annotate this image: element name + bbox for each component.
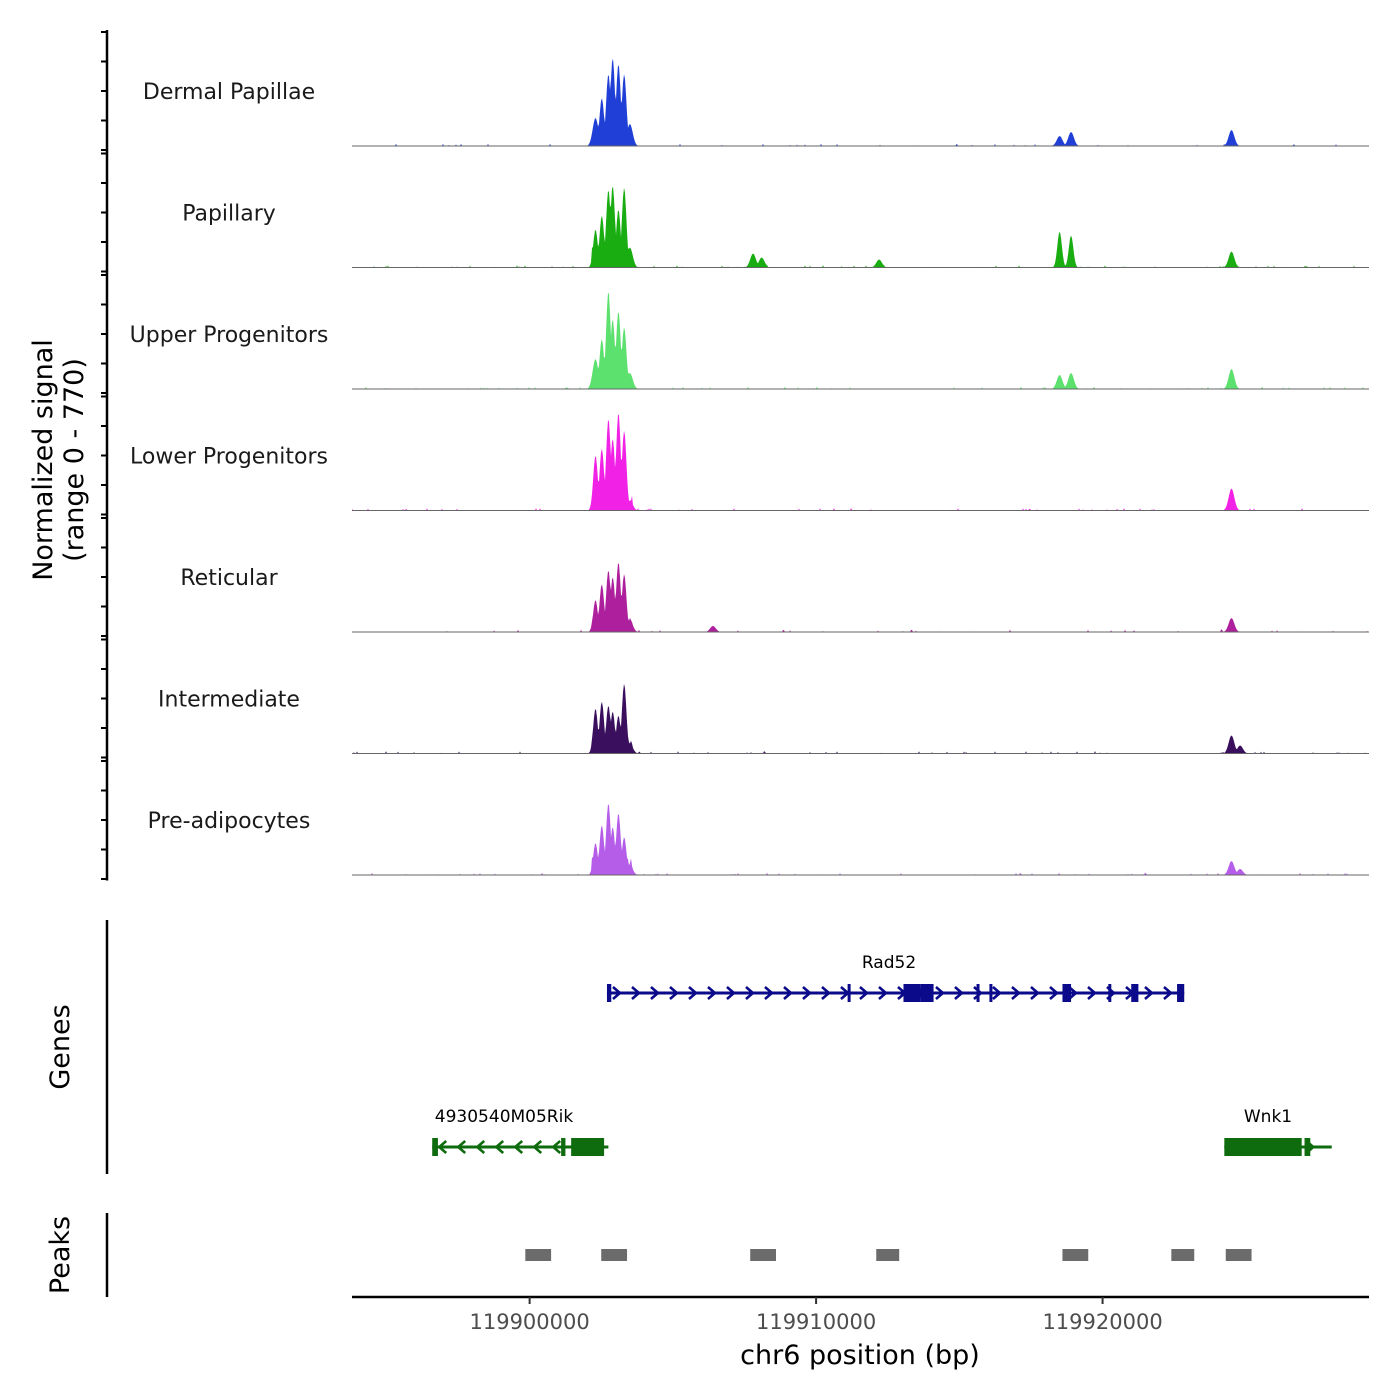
- gene-wnk1: Wnk1: [1224, 1107, 1332, 1156]
- signal-area: [352, 186, 1369, 268]
- strand-chevron: [1144, 986, 1154, 1000]
- strand-chevron: [878, 986, 888, 1000]
- strand-chevron: [745, 986, 755, 1000]
- exon: [1062, 984, 1072, 1002]
- track-reticular: Reticular: [180, 563, 1369, 633]
- strand-chevron: [1011, 986, 1021, 1000]
- x-tick-label: 119900000: [469, 1310, 589, 1334]
- exon: [432, 1138, 438, 1156]
- exon: [976, 984, 980, 1002]
- genes-panel: Genes Rad52 4930540M05Rik Wnk1: [45, 920, 1332, 1174]
- strand-chevron: [669, 986, 679, 1000]
- peak-region: [750, 1249, 776, 1261]
- strand-chevron: [494, 1140, 505, 1154]
- x-tick-label: 119920000: [1042, 1310, 1162, 1334]
- track-upper-progenitors: Upper Progenitors: [130, 292, 1369, 390]
- peak-region: [1225, 1249, 1252, 1261]
- strand-chevron: [783, 986, 793, 1000]
- strand-chevron: [707, 986, 717, 1000]
- gene-label: 4930540M05Rik: [435, 1107, 574, 1127]
- exon: [1177, 984, 1185, 1002]
- peak-region: [1171, 1249, 1195, 1261]
- x-axis: 119900000 119910000 119920000 chr6 positio…: [352, 1295, 1369, 1371]
- strand-chevron: [437, 1140, 448, 1154]
- x-tick-label: 119910000: [756, 1310, 876, 1334]
- exon: [920, 984, 934, 1002]
- track-label: Papillary: [182, 202, 276, 227]
- signal-area: [352, 58, 1369, 146]
- signal-area: [352, 563, 1369, 632]
- genes-title: Genes: [45, 1004, 76, 1089]
- strand-chevron: [513, 1140, 524, 1154]
- strand-chevron: [612, 986, 622, 1000]
- track-label: Reticular: [180, 566, 278, 591]
- track-intermediate: Intermediate: [158, 683, 1369, 754]
- track-label: Pre-adipocytes: [148, 809, 311, 834]
- y-title-line2: (range 0 - 770): [59, 358, 90, 562]
- strand-chevron: [973, 986, 983, 1000]
- strand-chevron: [551, 1140, 562, 1154]
- signal-tracks: Dermal Papillae Papillary Upper Progenitor…: [130, 58, 1369, 876]
- track-label: Intermediate: [158, 688, 300, 713]
- peaks-panel: Peaks: [45, 1213, 1252, 1297]
- strand-chevron: [532, 1140, 543, 1154]
- exon: [903, 984, 921, 1002]
- strand-chevron: [1049, 986, 1059, 1000]
- track-pre-adipocytes: Pre-adipocytes: [148, 804, 1369, 876]
- track-label: Upper Progenitors: [130, 323, 329, 348]
- peak-region: [1062, 1249, 1089, 1261]
- strand-chevron: [954, 986, 964, 1000]
- exon: [571, 1138, 605, 1156]
- track-label: Lower Progenitors: [130, 445, 328, 470]
- strand-chevron: [1068, 986, 1078, 1000]
- exon: [847, 984, 851, 1002]
- x-axis-title: chr6 position (bp): [740, 1340, 980, 1371]
- track-label: Dermal Papillae: [143, 80, 315, 105]
- exon: [1304, 1138, 1311, 1156]
- strand-chevron: [650, 986, 660, 1000]
- gene-4930540m05rik: 4930540M05Rik: [432, 1107, 609, 1156]
- exon: [989, 984, 993, 1002]
- signal-area: [352, 414, 1369, 511]
- strand-chevron: [1087, 986, 1097, 1000]
- signal-area: [352, 292, 1369, 389]
- strand-chevron: [456, 1140, 467, 1154]
- track-papillary: Papillary: [182, 186, 1369, 268]
- exon: [561, 1138, 566, 1156]
- exon: [1108, 984, 1112, 1002]
- gene-label: Rad52: [862, 953, 916, 973]
- gene-label: Wnk1: [1244, 1107, 1292, 1127]
- gene-rad52: Rad52: [606, 953, 1185, 1002]
- peaks-title: Peaks: [45, 1216, 76, 1294]
- strand-chevron: [859, 986, 869, 1000]
- signal-area: [352, 804, 1369, 875]
- peak-region: [525, 1249, 552, 1261]
- exon: [606, 984, 612, 1002]
- strand-chevron: [1163, 986, 1173, 1000]
- peak-region: [601, 1249, 628, 1261]
- strand-chevron: [631, 986, 641, 1000]
- signal-area: [352, 683, 1369, 754]
- strand-chevron: [1030, 986, 1040, 1000]
- strand-chevron: [821, 986, 831, 1000]
- y-title-line1: Normalized signal: [28, 339, 59, 581]
- signal-y-title: Normalized signal (range 0 - 770): [28, 339, 90, 581]
- strand-chevron: [802, 986, 812, 1000]
- strand-chevron: [688, 986, 698, 1000]
- strand-chevron: [992, 986, 1002, 1000]
- track-lower-progenitors: Lower Progenitors: [130, 414, 1369, 511]
- peak-region: [876, 1249, 900, 1261]
- strand-chevron: [726, 986, 736, 1000]
- strand-chevron: [935, 986, 945, 1000]
- exon: [1131, 984, 1139, 1002]
- track-dermal-papillae: Dermal Papillae: [143, 58, 1369, 147]
- strand-chevron: [764, 986, 774, 1000]
- strand-chevron: [475, 1140, 486, 1154]
- signal-y-axis: [101, 30, 109, 881]
- exon: [1224, 1138, 1302, 1156]
